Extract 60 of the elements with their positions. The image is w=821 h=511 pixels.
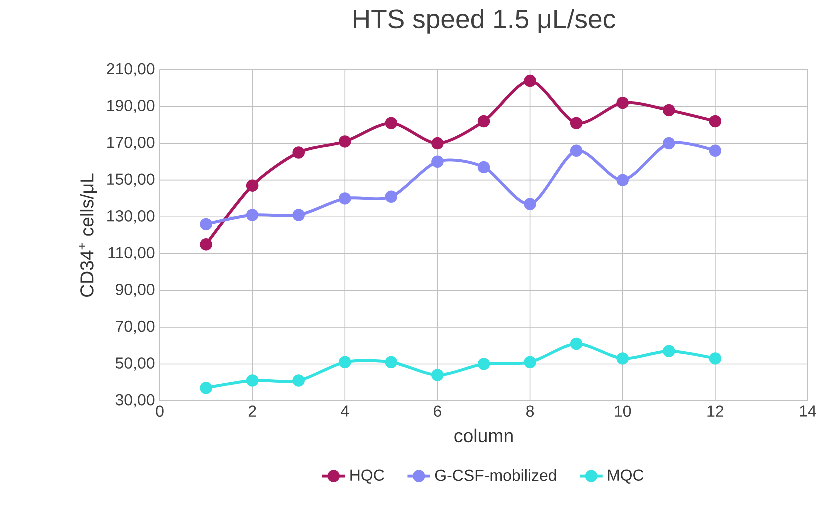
y-tick-label: 130,00	[108, 210, 155, 224]
point	[478, 161, 490, 174]
x-tick-label: 8	[526, 406, 534, 418]
y-tick-label: 190,00	[108, 100, 155, 114]
point	[385, 117, 398, 130]
point	[524, 198, 536, 210]
point	[709, 144, 722, 158]
legend-label: MQC	[608, 470, 644, 484]
x-tick-label: 14	[800, 406, 816, 417]
point	[339, 192, 352, 205]
x-tick-label: 12	[708, 406, 724, 417]
y-tick-label: 30,00	[116, 394, 155, 408]
y-tick-label: 70,00	[116, 320, 155, 334]
point	[200, 218, 212, 231]
point	[663, 137, 676, 150]
legend-label: G-CSF-mobilized	[435, 470, 556, 482]
point	[616, 96, 629, 110]
y-tick-label: 170,00	[108, 136, 155, 150]
x-tick-label: 0	[156, 406, 164, 418]
point	[246, 374, 259, 387]
point	[570, 144, 583, 158]
point	[616, 352, 629, 365]
point	[339, 356, 352, 369]
y-tick-label: 110,00	[108, 247, 155, 260]
point	[432, 369, 444, 382]
point	[432, 137, 444, 150]
point	[478, 115, 490, 128]
chart-title: HTS speed 1.5 μL/sec	[354, 9, 616, 34]
point	[524, 74, 536, 88]
point	[292, 209, 305, 222]
point	[709, 115, 722, 128]
point	[292, 146, 305, 159]
point	[385, 190, 398, 204]
point	[246, 209, 259, 222]
y-axis-title: CD34$^{+}$ cells/μL	[79, 174, 98, 297]
point	[663, 104, 676, 117]
point	[246, 180, 259, 192]
point	[616, 174, 629, 186]
point	[663, 345, 676, 358]
point	[339, 136, 352, 148]
y-tick-label: 90,00	[116, 284, 155, 298]
point	[200, 382, 212, 394]
point	[200, 238, 212, 251]
legend-label: HQC	[350, 470, 384, 484]
point	[385, 356, 398, 369]
x-tick-label: 2	[248, 406, 256, 417]
point	[709, 352, 722, 365]
point	[292, 374, 305, 387]
x-tick-label: 10	[615, 406, 632, 418]
point	[432, 156, 444, 168]
point	[570, 338, 583, 350]
point	[478, 358, 490, 370]
x-tick-label: 6	[434, 406, 442, 418]
point	[570, 117, 583, 130]
y-tick-label: 150,00	[108, 174, 155, 187]
y-tick-label: 50,00	[116, 358, 155, 371]
x-tick-label: 4	[341, 406, 350, 417]
y-tick-label: 210,00	[107, 63, 155, 77]
point	[524, 356, 536, 369]
x-axis-title: column	[454, 428, 513, 443]
